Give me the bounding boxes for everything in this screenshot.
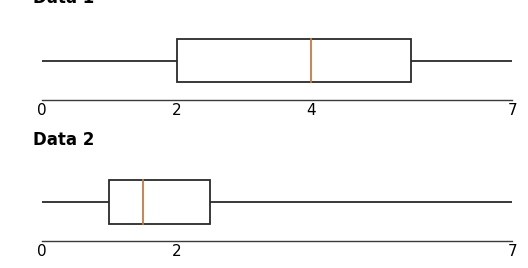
Bar [176,39,411,82]
Text: Data 2: Data 2 [33,131,94,148]
Bar [109,180,210,224]
Text: Data 1: Data 1 [33,0,94,7]
